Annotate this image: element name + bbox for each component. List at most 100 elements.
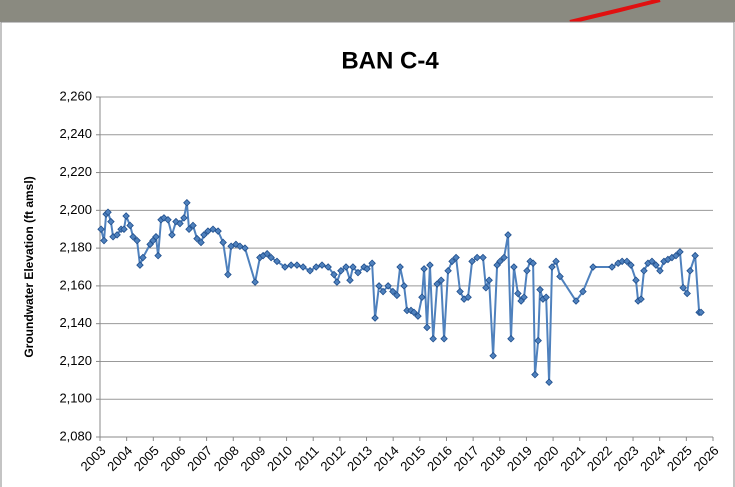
y-tick-label: 2,080: [59, 428, 92, 443]
data-point: [627, 261, 635, 269]
data-point: [368, 259, 376, 267]
data-point: [648, 257, 656, 266]
data-point: [189, 221, 197, 230]
data-point: [504, 231, 512, 239]
data-point: [176, 219, 184, 228]
data-point: [214, 227, 222, 235]
data-point: [113, 231, 121, 239]
data-point: [579, 287, 587, 296]
data-point: [433, 280, 441, 288]
y-tick-label: 2,220: [59, 164, 92, 179]
data-point: [354, 268, 362, 277]
data-point: [375, 282, 383, 290]
data-point: [640, 267, 648, 275]
data-point: [479, 253, 487, 262]
data-point: [333, 278, 341, 286]
data-point: [437, 276, 445, 284]
data-point: [456, 287, 464, 296]
data-point: [152, 233, 160, 241]
data-point: [500, 253, 508, 262]
data-point: [545, 378, 553, 386]
y-tick-label: 2,100: [59, 391, 92, 406]
data-point: [510, 263, 518, 271]
data-point: [371, 314, 379, 322]
data-point: [349, 263, 357, 271]
data-point: [420, 265, 428, 273]
data-point: [384, 282, 392, 290]
data-point: [306, 267, 314, 275]
data-point: [507, 335, 515, 343]
y-tick-label: 2,140: [59, 315, 92, 330]
data-point: [379, 287, 387, 296]
data-point: [293, 261, 301, 269]
data-point: [224, 270, 232, 279]
data-point: [183, 199, 191, 207]
data-point: [608, 263, 616, 271]
data-point: [423, 323, 431, 332]
chart-title: BAN C-4: [341, 47, 439, 74]
data-point: [444, 267, 452, 275]
data-point: [396, 263, 404, 271]
y-tick-label: 2,180: [59, 240, 92, 255]
data-point: [324, 263, 332, 271]
data-point: [168, 231, 176, 239]
data-point: [193, 234, 201, 243]
data-point: [697, 308, 705, 317]
data-point: [672, 251, 680, 260]
data-point: [389, 287, 397, 296]
data-point: [120, 225, 128, 233]
data-point: [440, 335, 448, 343]
data-point: [122, 212, 130, 220]
data-point: [632, 276, 640, 284]
data-point: [485, 276, 493, 284]
data-point: [346, 276, 354, 284]
data-point: [572, 297, 580, 305]
data-point: [400, 282, 408, 290]
data-point: [393, 291, 401, 300]
data-point: [363, 265, 371, 273]
data-point: [448, 257, 456, 266]
data-point: [686, 267, 694, 275]
data-point: [473, 253, 481, 262]
data-point: [267, 253, 275, 262]
data-point: [523, 267, 531, 275]
data-point: [589, 263, 597, 271]
data-point: [656, 267, 664, 275]
y-tick-label: 2,260: [59, 88, 92, 103]
data-point: [219, 238, 227, 247]
data-point: [263, 250, 271, 258]
data-point: [531, 370, 539, 379]
data-point: [180, 214, 188, 222]
data-point: [136, 261, 144, 269]
data-point: [251, 278, 259, 286]
data-point: [185, 225, 193, 233]
data-point: [287, 261, 295, 269]
data-point: [337, 267, 345, 275]
data-point: [691, 251, 699, 260]
y-tick-label: 2,120: [59, 353, 92, 368]
data-point: [426, 261, 434, 269]
data-point: [107, 217, 115, 226]
data-point: [410, 308, 418, 317]
data-point: [197, 238, 205, 247]
data-point: [676, 248, 684, 256]
chart-frame: [0, 21, 735, 487]
data-point: [679, 284, 687, 292]
data-point: [318, 261, 326, 269]
data-point: [683, 289, 691, 298]
data-point: [556, 272, 564, 281]
y-tick-label: 2,160: [59, 277, 92, 292]
aerial-strip: [0, 0, 735, 22]
data-point: [548, 263, 556, 271]
data-point: [637, 295, 645, 303]
data-point: [342, 263, 350, 271]
data-point: [514, 289, 522, 298]
data-point: [652, 261, 660, 269]
data-point: [200, 231, 208, 239]
y-tick-label: 2,240: [59, 126, 92, 141]
data-point: [489, 352, 497, 360]
data-point: [529, 259, 537, 267]
data-point: [623, 257, 631, 266]
